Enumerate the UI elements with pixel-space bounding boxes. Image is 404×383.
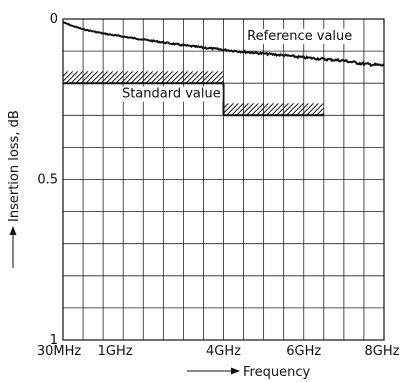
hatch-stroke xyxy=(321,112,324,116)
hatch-stroke xyxy=(95,71,109,84)
x-tick-label: 30MHz xyxy=(37,344,82,359)
hatch-stroke xyxy=(160,71,174,84)
x-axis-arrowhead xyxy=(231,367,240,375)
hatch-stroke xyxy=(90,71,104,84)
hatch-stroke xyxy=(200,71,214,84)
hatch-stroke xyxy=(63,71,64,72)
hatch-stroke xyxy=(223,103,224,105)
hatch-stroke xyxy=(261,103,274,116)
hatch-stroke xyxy=(327,103,339,115)
hatch-stroke xyxy=(63,71,74,82)
hatch-stroke xyxy=(296,103,309,116)
hatch-stroke xyxy=(63,71,69,77)
hatch-stroke xyxy=(256,103,269,116)
chart-grid xyxy=(63,19,384,340)
hatch-stroke xyxy=(190,71,204,84)
hatch-stroke xyxy=(205,71,219,84)
hatch-stroke xyxy=(75,71,89,84)
hatch-stroke xyxy=(110,71,124,84)
hatch-stroke xyxy=(236,103,249,116)
y-tick-label: 1 xyxy=(50,333,58,348)
hatch-stroke xyxy=(266,103,279,116)
hatch-stroke xyxy=(145,71,159,84)
hatch-stroke xyxy=(332,103,344,115)
hatch-stroke xyxy=(241,103,254,116)
hatch-stroke xyxy=(210,71,224,84)
hatch-stroke xyxy=(100,71,114,84)
hatch-stroke xyxy=(226,103,239,116)
hatch-stroke xyxy=(231,103,244,116)
x-tick-label: 6GHz xyxy=(286,344,321,359)
hatch-stroke xyxy=(281,103,294,116)
hatch-stroke xyxy=(286,103,299,116)
plot-frame xyxy=(62,18,385,341)
hatch-stroke xyxy=(185,71,199,84)
limit-hatching xyxy=(63,71,344,116)
hatch-stroke xyxy=(115,71,129,84)
hatch-stroke xyxy=(316,107,324,116)
y-tick-label: 0.5 xyxy=(37,173,58,188)
hatch-stroke xyxy=(65,71,79,84)
x-tick-label: 4GHz xyxy=(206,344,241,359)
reference-value-line xyxy=(62,21,385,67)
hatch-stroke xyxy=(180,71,194,84)
annotation-label: Standard value xyxy=(122,87,221,102)
chart-series xyxy=(62,21,385,117)
hatch-stroke xyxy=(271,103,284,116)
annotation-background xyxy=(245,28,355,44)
hatch-stroke xyxy=(301,103,314,116)
hatch-stroke xyxy=(306,103,319,116)
x-axis-label: Frequency xyxy=(243,365,310,380)
x-tick-label: 1GHz xyxy=(98,344,133,359)
hatch-stroke xyxy=(215,74,224,84)
hatch-stroke xyxy=(276,103,289,116)
hatch-stroke xyxy=(223,103,229,110)
hatch-stroke xyxy=(231,71,243,83)
hatch-band xyxy=(63,71,243,84)
y-axis-label: Insertion loss, dB xyxy=(7,110,22,222)
hatch-stroke xyxy=(150,71,164,84)
y-axis-arrowhead xyxy=(9,226,17,235)
hatch-stroke xyxy=(125,71,139,84)
hatch-stroke xyxy=(70,71,84,84)
hatch-stroke xyxy=(170,71,184,84)
axis-titles: Frequency Insertion loss, dB xyxy=(7,110,310,380)
hatch-stroke xyxy=(105,71,119,84)
hatch-stroke xyxy=(85,71,99,84)
hatch-stroke xyxy=(226,71,238,83)
x-tick-label: 8GHz xyxy=(365,344,400,359)
hatch-stroke xyxy=(140,71,154,84)
hatch-stroke xyxy=(311,103,324,116)
hatch-stroke xyxy=(223,103,234,115)
tick-labels: 30MHz 1GHz 4GHz 6GHz 8GHz 0 0.5 1 xyxy=(37,12,400,359)
hatch-stroke xyxy=(175,71,189,84)
hatch-stroke xyxy=(80,71,94,84)
hatch-stroke xyxy=(251,103,264,116)
hatch-stroke xyxy=(291,103,304,116)
y-tick-label: 0 xyxy=(50,12,58,27)
hatch-stroke xyxy=(220,79,224,84)
hatch-stroke xyxy=(135,71,149,84)
annotation-label: Reference value xyxy=(247,29,352,44)
annotations: Reference value Standard value xyxy=(119,28,355,102)
hatch-stroke xyxy=(246,103,259,116)
hatch-stroke xyxy=(195,71,209,84)
annotation-background xyxy=(119,86,223,102)
hatch-stroke xyxy=(165,71,179,84)
hatch-stroke xyxy=(120,71,134,84)
hatch-stroke xyxy=(130,71,144,84)
hatch-stroke xyxy=(155,71,169,84)
hatch-band xyxy=(223,103,344,116)
